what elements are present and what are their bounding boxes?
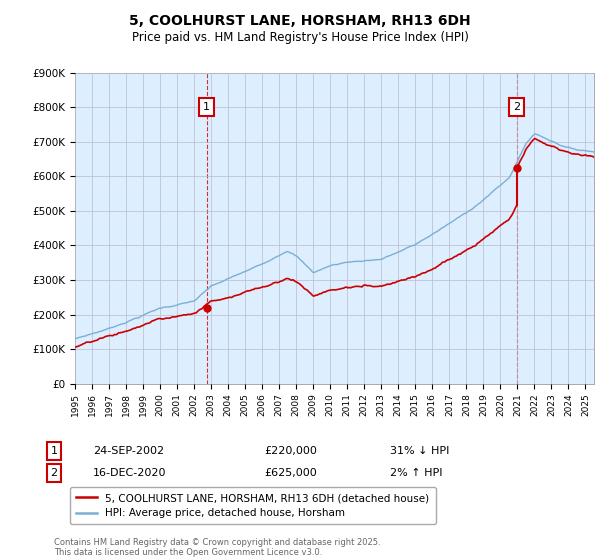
Text: Contains HM Land Registry data © Crown copyright and database right 2025.
This d: Contains HM Land Registry data © Crown c…: [54, 538, 380, 557]
Text: £625,000: £625,000: [264, 468, 317, 478]
Text: 1: 1: [203, 102, 210, 113]
Text: £220,000: £220,000: [264, 446, 317, 456]
Text: 31% ↓ HPI: 31% ↓ HPI: [390, 446, 449, 456]
Text: 2: 2: [50, 468, 58, 478]
Text: 16-DEC-2020: 16-DEC-2020: [93, 468, 167, 478]
Legend: 5, COOLHURST LANE, HORSHAM, RH13 6DH (detached house), HPI: Average price, detac: 5, COOLHURST LANE, HORSHAM, RH13 6DH (de…: [70, 487, 436, 525]
Text: 2% ↑ HPI: 2% ↑ HPI: [390, 468, 443, 478]
Text: 1: 1: [50, 446, 58, 456]
Text: 2: 2: [513, 102, 520, 113]
Text: 5, COOLHURST LANE, HORSHAM, RH13 6DH: 5, COOLHURST LANE, HORSHAM, RH13 6DH: [129, 14, 471, 28]
Text: 24-SEP-2002: 24-SEP-2002: [93, 446, 164, 456]
Text: Price paid vs. HM Land Registry's House Price Index (HPI): Price paid vs. HM Land Registry's House …: [131, 31, 469, 44]
